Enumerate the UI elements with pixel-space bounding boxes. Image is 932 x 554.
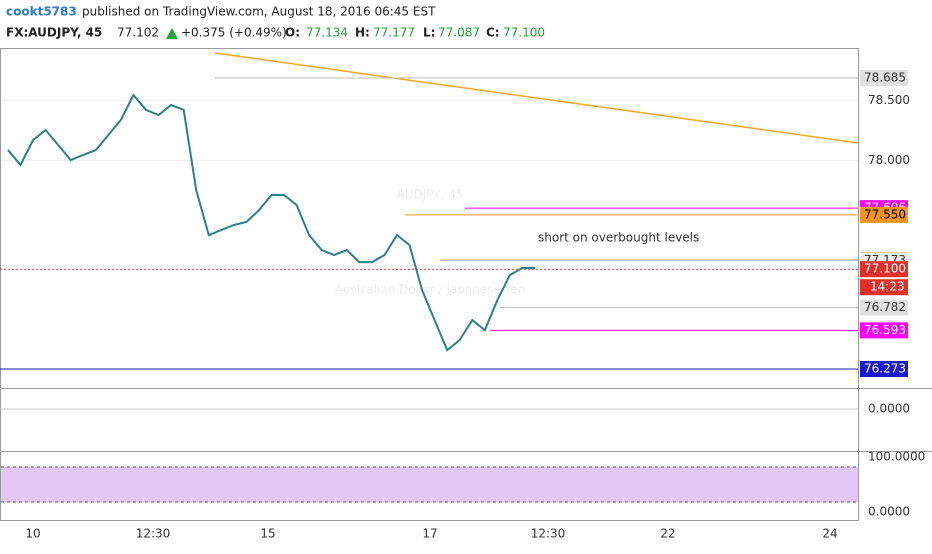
x-tick-label: 12:30 [136, 527, 171, 541]
price-label: 76.273 [864, 362, 906, 376]
open-label: O: [285, 26, 300, 40]
trend-line [214, 52, 859, 144]
watermark-description: Australian Dollar / Japanese Yen [335, 283, 526, 297]
x-tick-label: 24 [822, 527, 837, 541]
watermark-symbol: AUDJPY, 45 [397, 188, 464, 202]
price-label-box [860, 206, 908, 223]
published-text: published on TradingView.com, August 18,… [82, 5, 436, 19]
rsi-band [1, 467, 858, 502]
countdown-box [860, 279, 908, 296]
x-tick-label: 12:30 [531, 527, 566, 541]
annotation: short on overbought levels [538, 231, 699, 245]
x-tick-label: 17 [422, 527, 437, 541]
high-label: H: [355, 26, 370, 40]
symbol-bar: FX:AUDJPY, 45 77.102 +0.375 (+0.49%) O: … [6, 26, 545, 40]
user-name[interactable]: cookt5783 [6, 5, 77, 19]
last-price: 77.102 [117, 26, 159, 40]
price-label: 77.550 [864, 207, 906, 221]
close-value: 77.100 [503, 26, 545, 40]
price-label: 76.782 [864, 300, 906, 314]
low-label: L: [423, 26, 435, 40]
price-label: 77.100 [864, 262, 906, 276]
x-tick-label: 15 [260, 527, 275, 541]
price-label-box [860, 299, 908, 316]
change: +0.375 (+0.49%) [181, 26, 287, 40]
rsi-tick-label: 100.0000 [868, 450, 925, 464]
high-value: 77.177 [373, 26, 415, 40]
x-tick-label: 22 [660, 527, 675, 541]
y-tick-label: 78.500 [868, 93, 910, 107]
rsi-tick-label: 0.0000 [868, 505, 910, 519]
price-label-box [860, 69, 908, 86]
y-tick-label: 78.000 [868, 153, 910, 167]
price-label-box [860, 322, 908, 339]
macd-tick-label: 0.0000 [868, 402, 910, 416]
up-arrow [166, 28, 178, 39]
x-tick-label: 10 [25, 527, 40, 541]
symbol-name: FX:AUDJPY, 45 [6, 26, 102, 40]
low-value: 77.087 [438, 26, 480, 40]
open-value: 77.134 [306, 26, 348, 40]
price-line [7, 93, 535, 352]
countdown: 14:23 [870, 280, 905, 294]
price-label-box [860, 361, 908, 378]
price-label: 76.593 [864, 323, 906, 337]
close-label: C: [486, 26, 500, 40]
price-label: 78.685 [864, 70, 906, 84]
price-label-box [860, 261, 908, 278]
